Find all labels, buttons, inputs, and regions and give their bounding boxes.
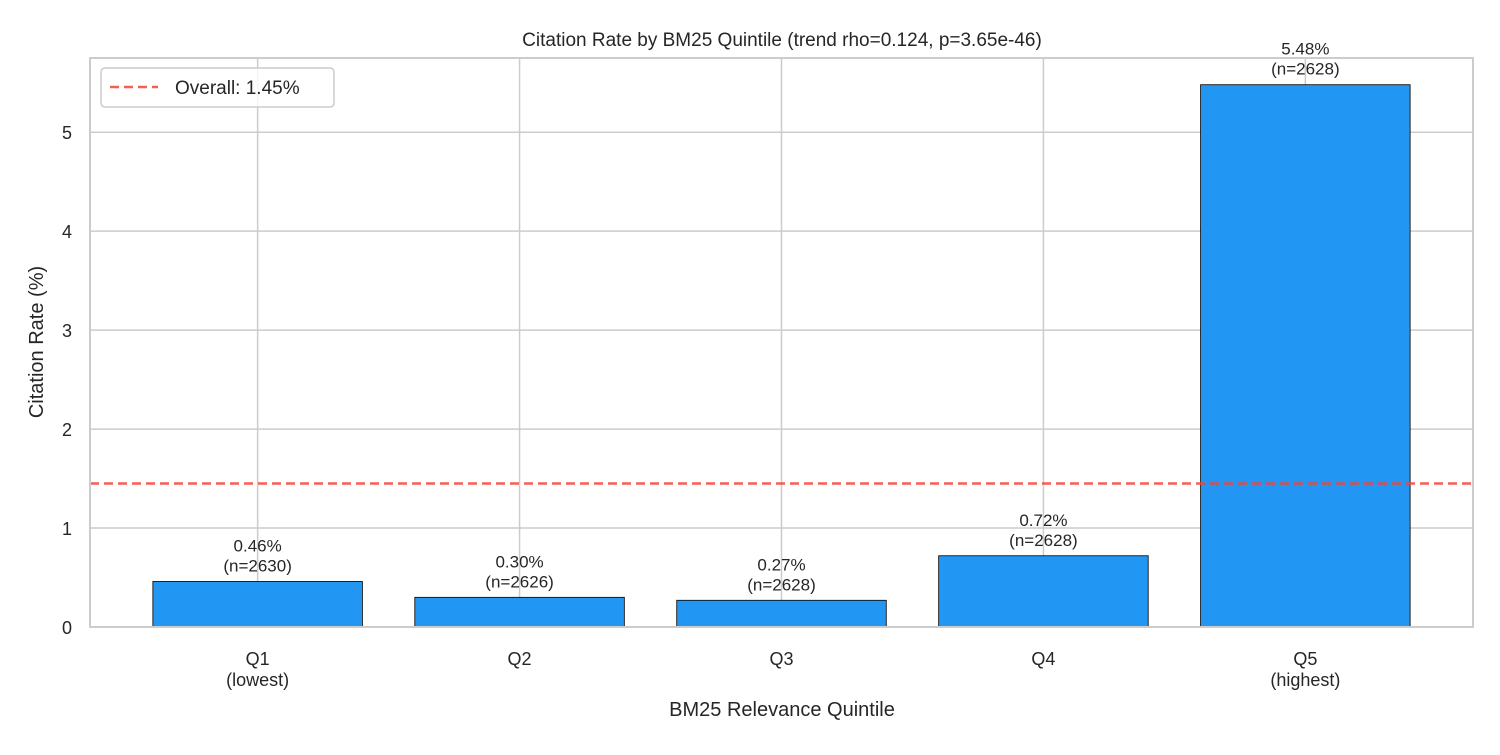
x-tick-label: Q4 [1031, 649, 1055, 669]
legend: Overall: 1.45% [100, 67, 335, 108]
legend-box [100, 67, 335, 108]
bar-data-label: 0.72% (n=2628) [1009, 511, 1078, 550]
bar-data-label-line: (n=2630) [223, 556, 292, 575]
y-ticks: 0 1 2 3 4 5 [62, 123, 72, 638]
y-tick-label: 5 [62, 123, 72, 143]
x-tick-label: Q2 [508, 649, 532, 669]
plot-frame [89, 57, 1474, 628]
y-tick-label: 4 [62, 222, 72, 242]
bar [676, 599, 887, 628]
y-tick-label: 1 [62, 519, 72, 539]
x-tick-label-line: Q4 [1031, 649, 1055, 669]
x-tick-label-line: Q2 [508, 649, 532, 669]
x-tick-label: Q5 (highest) [1270, 649, 1340, 690]
x-tick-label-line: (highest) [1270, 670, 1340, 690]
x-tick-label: Q3 [769, 649, 793, 669]
bar-data-label-line: 0.46% [234, 536, 282, 555]
bar-data-label-line: (n=2626) [485, 572, 554, 591]
bar [414, 596, 625, 628]
x-tick-label-line: Q1 [246, 649, 270, 669]
bar-data-label-line: (n=2628) [1271, 60, 1340, 79]
data-labels: 0.46% (n=2630) 0.30% (n=2626)0.27% (n=2628)0… [223, 40, 1339, 595]
x-ticks: Q1 (lowest) Q2 Q3 Q4 Q5 (highest) [226, 649, 1340, 690]
bar-data-label: 5.48% (n=2628) [1271, 40, 1340, 79]
bar-data-label-line: 5.48% [1281, 40, 1329, 59]
legend-label: Overall: 1.45% [175, 78, 300, 99]
bar [938, 555, 1149, 628]
chart-title: Citation Rate by BM25 Quintile (trend rh… [522, 30, 1042, 51]
x-axis-label: BM25 Relevance Quintile [669, 699, 895, 721]
x-tick-label-line: (lowest) [226, 670, 289, 690]
bar-data-label-line: (n=2628) [747, 575, 816, 594]
y-tick-label: 2 [62, 420, 72, 440]
bar [152, 581, 363, 628]
bar-data-label-line: 0.72% [1019, 511, 1067, 530]
bar-data-label-line: 0.30% [495, 552, 543, 571]
y-tick-label: 3 [62, 321, 72, 341]
x-tick-label-line: Q3 [769, 649, 793, 669]
x-tick-label-line: Q5 [1293, 649, 1317, 669]
bar-data-label: 0.46% (n=2630) [223, 536, 292, 575]
bar-data-label: 0.27% (n=2628) [747, 555, 816, 594]
bar-data-label: 0.30% (n=2626) [485, 552, 554, 591]
y-axis-label: Citation Rate (%) [26, 266, 48, 418]
bar-data-label-line: 0.27% [757, 555, 805, 574]
bar [1200, 84, 1411, 628]
y-tick-label: 0 [62, 618, 72, 638]
bars [152, 84, 1411, 628]
x-tick-label: Q1 (lowest) [226, 649, 289, 690]
bar-data-label-line: (n=2628) [1009, 531, 1078, 550]
